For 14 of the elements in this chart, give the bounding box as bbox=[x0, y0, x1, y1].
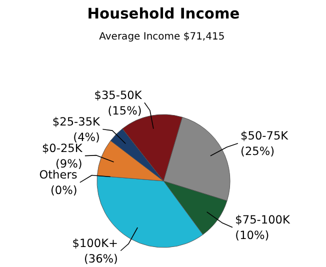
data-label: (25%) bbox=[240, 144, 275, 158]
slice-label: $0-25K bbox=[42, 141, 83, 156]
chart-title: Household Income bbox=[87, 5, 240, 22]
slice-label: $35-50K bbox=[94, 88, 142, 102]
data-label: (10%) bbox=[235, 228, 270, 242]
slice-label: $50-75K bbox=[240, 128, 289, 143]
data-label: (36%) bbox=[84, 251, 118, 266]
chart-subtitle: Average Income $71,415 bbox=[99, 32, 225, 43]
data-label: (15%) bbox=[108, 103, 142, 118]
data-label: (4%) bbox=[73, 130, 100, 144]
slice-label: $75-100K bbox=[235, 212, 290, 227]
text: (0%) bbox=[50, 183, 78, 198]
slice-label: $100K+ bbox=[72, 236, 118, 250]
slice-label: $25-35K bbox=[52, 114, 101, 129]
